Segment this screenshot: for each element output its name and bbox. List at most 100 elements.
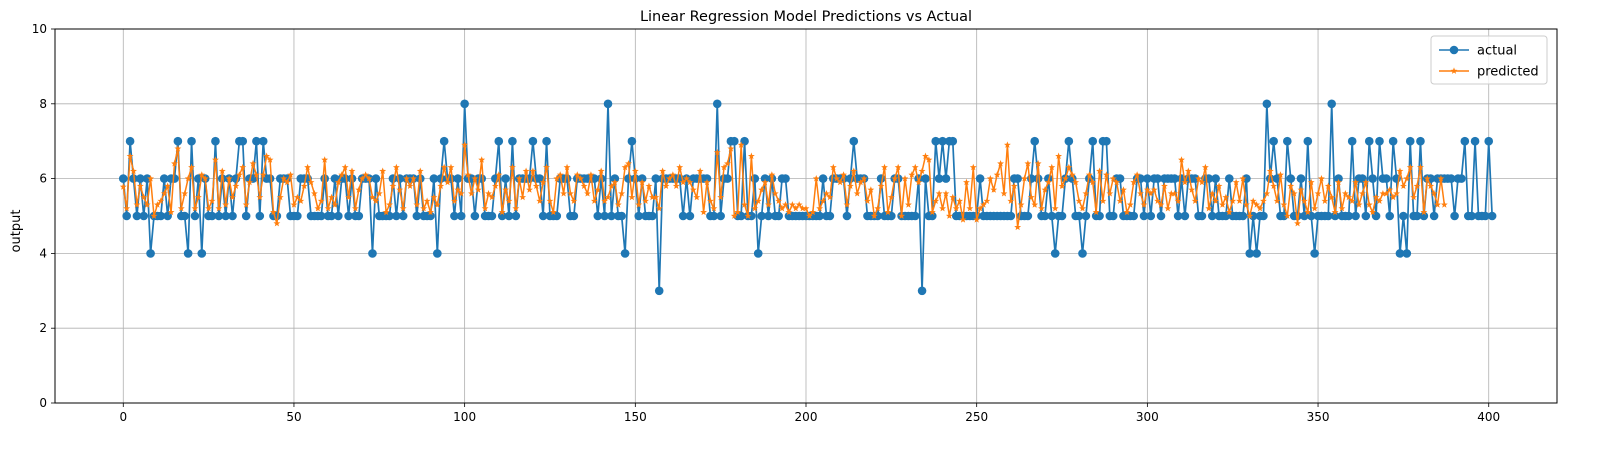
point-predicted	[126, 152, 134, 160]
point-predicted	[160, 189, 168, 197]
point-predicted	[300, 182, 308, 189]
point-predicted	[932, 197, 940, 204]
point-predicted	[1232, 178, 1240, 186]
point-predicted	[877, 182, 885, 189]
point-actual	[1081, 211, 1091, 221]
point-predicted	[1341, 189, 1349, 197]
point-predicted	[819, 197, 827, 204]
point-actual	[1102, 136, 1111, 146]
point-actual	[1450, 211, 1459, 221]
point-actual	[1030, 136, 1040, 146]
point-predicted	[785, 208, 793, 216]
point-predicted	[1379, 189, 1387, 197]
point-actual	[1088, 136, 1098, 146]
point-predicted	[461, 141, 469, 148]
x-tick-label: 100	[453, 410, 476, 424]
point-predicted	[1413, 182, 1421, 189]
point-predicted	[754, 197, 762, 204]
point-actual	[456, 211, 466, 221]
point-actual	[1170, 174, 1179, 183]
point-predicted	[1034, 160, 1042, 167]
point-predicted	[573, 171, 581, 178]
point-actual	[487, 211, 497, 221]
point-actual	[931, 136, 941, 146]
point-predicted	[1181, 178, 1189, 186]
point-actual	[753, 249, 763, 258]
point-predicted	[676, 163, 684, 171]
point-predicted	[1133, 171, 1141, 178]
legend-box	[1430, 35, 1548, 85]
point-predicted	[795, 201, 803, 208]
point-actual	[938, 136, 947, 146]
point-actual	[685, 211, 695, 221]
point-actual	[1180, 211, 1190, 221]
point-predicted	[1229, 197, 1237, 204]
point-actual	[634, 211, 644, 221]
point-predicted	[1058, 182, 1066, 189]
point-predicted	[249, 160, 257, 167]
point-predicted	[1335, 178, 1342, 186]
point-predicted	[782, 201, 789, 208]
point-predicted	[563, 163, 571, 171]
point-predicted	[1427, 182, 1435, 189]
point-predicted	[809, 208, 817, 216]
point-predicted	[587, 171, 595, 178]
legend-label-predicted: predicted	[1477, 65, 1539, 80]
point-predicted	[140, 193, 148, 201]
point-predicted	[297, 197, 305, 204]
point-predicted	[1068, 171, 1076, 178]
point-predicted	[976, 204, 984, 212]
point-actual	[1057, 211, 1067, 221]
point-actual	[1334, 174, 1343, 183]
point-predicted	[1000, 189, 1008, 197]
point-predicted	[747, 152, 755, 160]
point-predicted	[778, 204, 786, 212]
point-predicted	[351, 204, 359, 212]
point-predicted	[775, 197, 783, 204]
point-predicted	[727, 145, 735, 152]
point-predicted	[1417, 163, 1424, 171]
point-predicted	[625, 160, 632, 167]
point-predicted	[1174, 197, 1182, 204]
point-actual	[136, 174, 145, 183]
point-actual	[1108, 211, 1118, 221]
point-predicted	[1106, 189, 1114, 197]
point-actual	[757, 211, 766, 221]
point-predicted	[642, 197, 649, 204]
point-predicted	[1157, 201, 1165, 208]
point-actual	[631, 174, 640, 183]
point-predicted	[1386, 186, 1394, 193]
x-tick-label: 300	[1136, 410, 1159, 424]
point-actual	[723, 174, 732, 183]
point-predicted	[1270, 182, 1278, 189]
point-predicted	[1297, 186, 1305, 193]
point-predicted	[1273, 197, 1281, 204]
point-predicted	[686, 178, 694, 186]
point-predicted	[184, 175, 192, 182]
point-predicted	[717, 193, 725, 201]
point-predicted	[218, 167, 226, 175]
point-actual	[712, 99, 722, 109]
point-predicted	[915, 178, 923, 186]
point-actual	[368, 249, 377, 258]
point-predicted	[526, 186, 533, 193]
point-predicted	[362, 171, 370, 178]
point-predicted	[1338, 204, 1346, 212]
point-predicted	[744, 212, 752, 219]
point-actual	[1484, 136, 1494, 146]
legend-marker-actual	[1449, 45, 1459, 55]
point-predicted	[1140, 201, 1148, 208]
point-predicted	[130, 167, 137, 175]
point-actual	[617, 211, 626, 221]
point-actual	[1303, 136, 1313, 146]
point-predicted	[734, 208, 742, 216]
point-predicted	[683, 175, 690, 182]
point-actual	[1457, 174, 1466, 183]
point-predicted	[1109, 175, 1117, 182]
point-predicted	[181, 189, 189, 197]
point-actual	[917, 286, 927, 296]
point-predicted	[672, 182, 680, 189]
point-predicted	[741, 201, 748, 208]
point-actual	[1402, 249, 1412, 258]
point-predicted	[621, 163, 629, 171]
